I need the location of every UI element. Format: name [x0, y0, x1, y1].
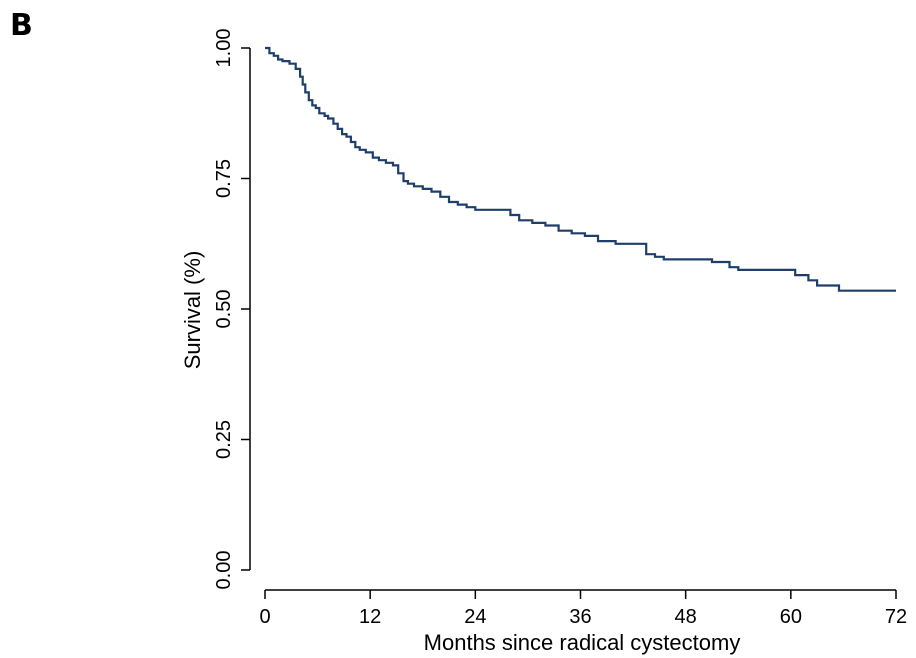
x-tick-label: 48: [675, 606, 697, 628]
y-tick-label: 0.25: [213, 420, 235, 459]
y-axis-title: Survival (%): [180, 251, 205, 370]
survival-curve: [265, 46, 896, 292]
y-axis: 0.00 0.25 0.50 0.75 1.00: [213, 29, 251, 590]
x-tick-label: 12: [359, 606, 381, 628]
panel-label: B: [10, 8, 33, 43]
x-tick-label: 72: [885, 606, 907, 628]
y-tick-label: 0.00: [213, 551, 235, 590]
y-tick-label: 1.00: [213, 29, 235, 68]
y-tick-label: 0.75: [213, 159, 235, 198]
x-tick-label: 36: [569, 606, 591, 628]
y-tick-label: 0.50: [213, 290, 235, 329]
x-axis: 0 12 24 36 48 60 72: [259, 589, 907, 628]
x-axis-title: Months since radical cystectomy: [424, 630, 741, 655]
x-tick-label: 60: [780, 606, 802, 628]
x-tick-label: 24: [464, 606, 486, 628]
x-tick-label: 0: [259, 606, 270, 628]
